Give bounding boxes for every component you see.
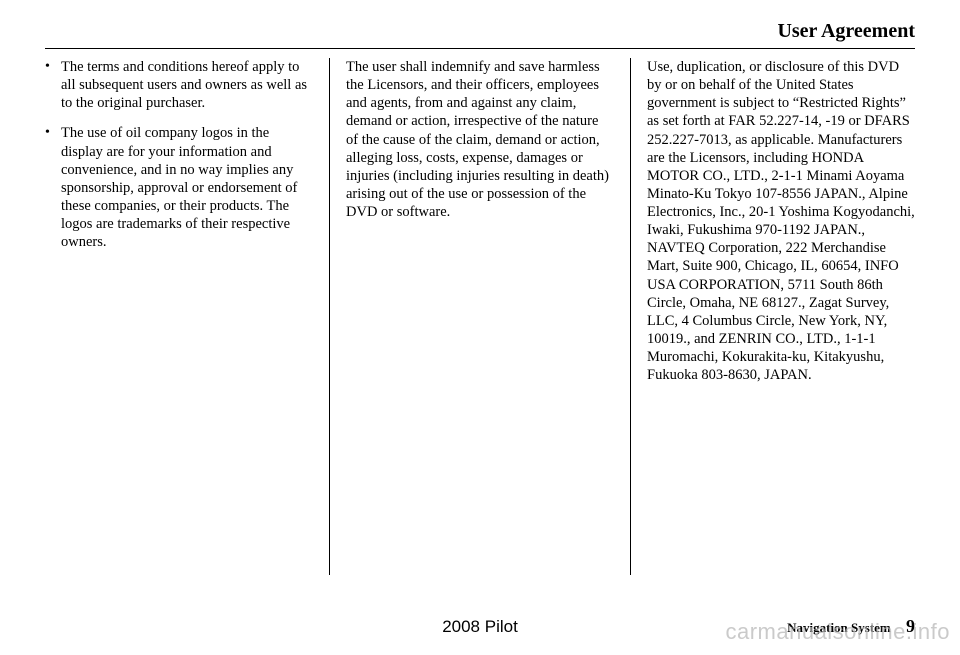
bullet-item: The terms and conditions hereof apply to…	[45, 58, 313, 112]
bullet-item: The use of oil company logos in the disp…	[45, 124, 313, 251]
paragraph-text: The user shall indemnify and save harmle…	[346, 58, 614, 221]
column-3: Use, duplication, or disclosure of this …	[635, 58, 915, 575]
column-divider	[329, 58, 330, 575]
column-divider	[630, 58, 631, 575]
page-header-title: User Agreement	[777, 20, 915, 43]
paragraph-text: Use, duplication, or disclosure of this …	[647, 58, 915, 384]
column-2: The user shall indemnify and save harmle…	[334, 58, 626, 575]
footer-model-year: 2008 Pilot	[442, 617, 518, 637]
bullet-list: The terms and conditions hereof apply to…	[45, 58, 313, 251]
watermark-text: carmanualsonline.info	[725, 619, 950, 645]
header-rule	[45, 48, 915, 49]
content-columns: The terms and conditions hereof apply to…	[45, 58, 915, 575]
column-1: The terms and conditions hereof apply to…	[45, 58, 325, 575]
